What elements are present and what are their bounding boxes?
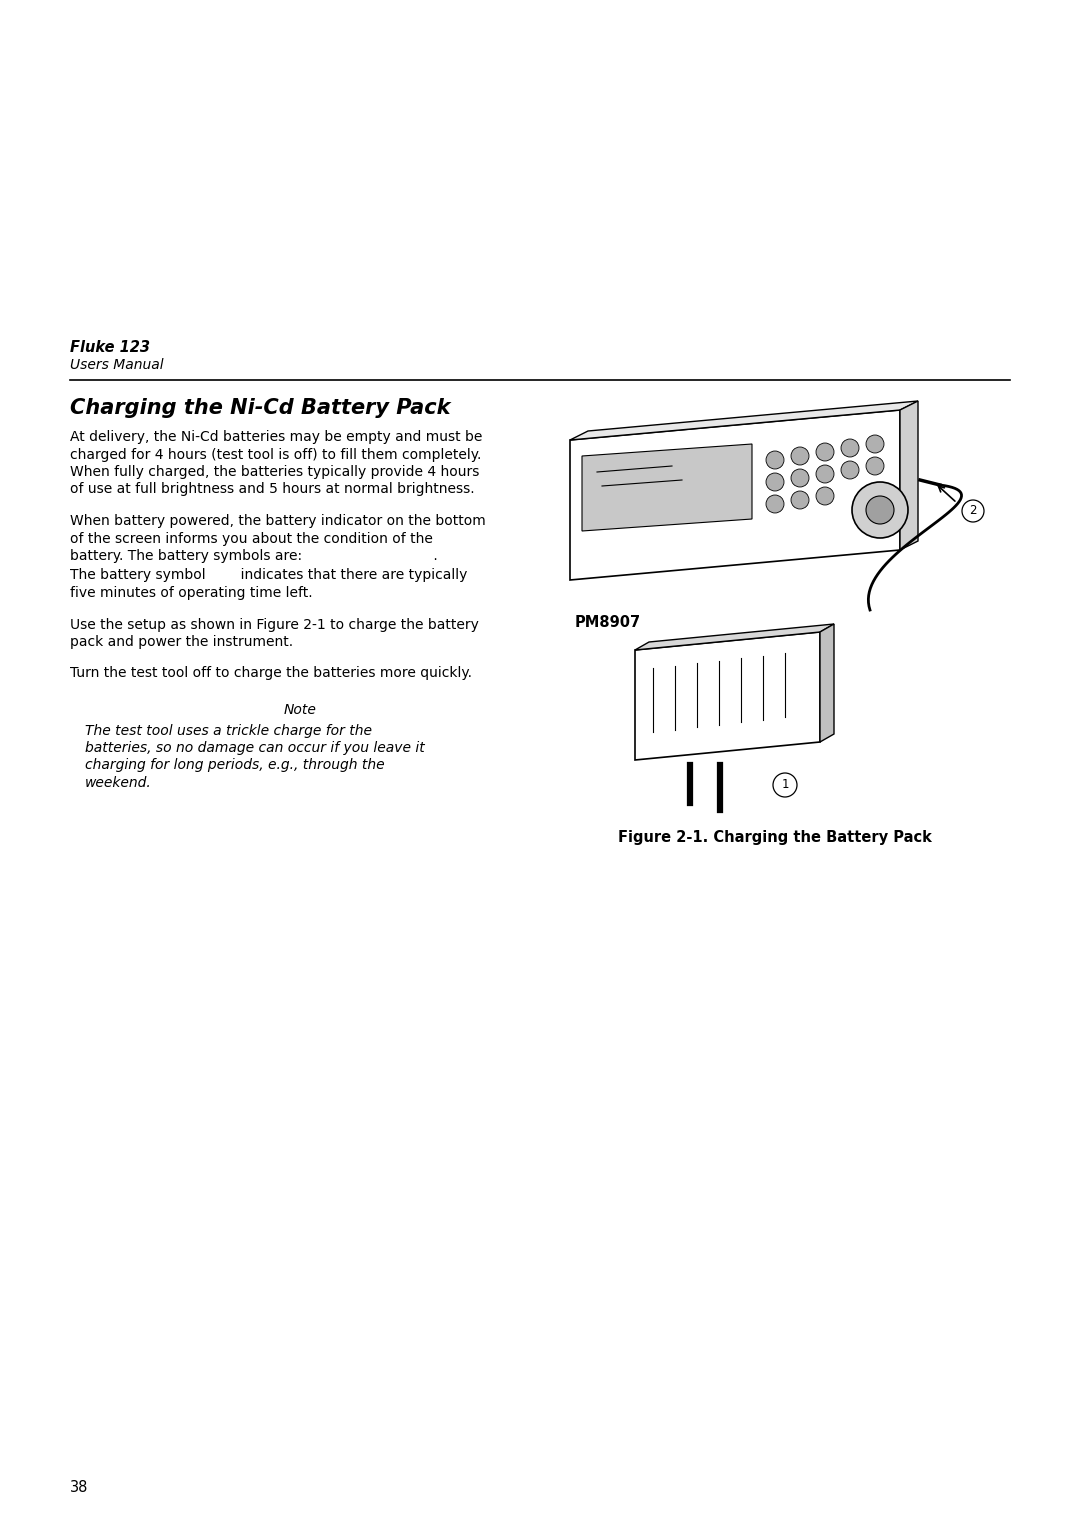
Circle shape [866,497,894,524]
Text: five minutes of operating time left.: five minutes of operating time left. [70,587,312,601]
Text: charging for long periods, e.g., through the: charging for long periods, e.g., through… [85,758,384,773]
Circle shape [773,773,797,798]
Circle shape [841,461,859,478]
Text: Charging the Ni-Cd Battery Pack: Charging the Ni-Cd Battery Pack [70,397,450,419]
Text: 2: 2 [969,504,976,518]
Text: At delivery, the Ni-Cd batteries may be empty and must be: At delivery, the Ni-Cd batteries may be … [70,429,483,445]
Text: PM8907: PM8907 [575,614,642,630]
Text: weekend.: weekend. [85,776,152,790]
Circle shape [766,495,784,513]
Text: Note: Note [284,703,316,717]
Polygon shape [635,633,820,759]
Circle shape [866,457,885,475]
Circle shape [791,490,809,509]
Polygon shape [900,400,918,550]
Text: Use the setup as shown in Figure 2-1 to charge the battery: Use the setup as shown in Figure 2-1 to … [70,617,478,631]
Text: charged for 4 hours (test tool is off) to fill them completely.: charged for 4 hours (test tool is off) t… [70,448,482,461]
Text: Users Manual: Users Manual [70,358,164,371]
Text: Fluke 123: Fluke 123 [70,341,150,354]
Circle shape [852,481,908,538]
Text: Figure 2-1. Charging the Battery Pack: Figure 2-1. Charging the Battery Pack [618,830,932,845]
Polygon shape [582,445,752,532]
Circle shape [866,435,885,452]
Polygon shape [570,400,918,440]
Text: When battery powered, the battery indicator on the bottom: When battery powered, the battery indica… [70,513,486,529]
Circle shape [962,500,984,523]
Text: 1: 1 [781,778,788,792]
Polygon shape [570,410,900,581]
Polygon shape [820,623,834,743]
Circle shape [816,487,834,504]
Text: The test tool uses a trickle charge for the: The test tool uses a trickle charge for … [85,723,372,738]
Text: When fully charged, the batteries typically provide 4 hours: When fully charged, the batteries typica… [70,465,480,478]
Circle shape [816,465,834,483]
Text: batteries, so no damage can occur if you leave it: batteries, so no damage can occur if you… [85,741,424,755]
Text: of use at full brightness and 5 hours at normal brightness.: of use at full brightness and 5 hours at… [70,483,474,497]
Text: 38: 38 [70,1481,89,1494]
Circle shape [841,439,859,457]
Text: Turn the test tool off to charge the batteries more quickly.: Turn the test tool off to charge the bat… [70,666,472,680]
Text: battery. The battery symbols are:                              .: battery. The battery symbols are: . [70,549,437,562]
Circle shape [791,469,809,487]
Text: pack and power the instrument.: pack and power the instrument. [70,636,293,649]
Circle shape [766,474,784,490]
Circle shape [816,443,834,461]
Circle shape [791,448,809,465]
Text: The battery symbol        indicates that there are typically: The battery symbol indicates that there … [70,568,468,582]
Text: of the screen informs you about the condition of the: of the screen informs you about the cond… [70,532,433,545]
Polygon shape [635,623,834,649]
Circle shape [766,451,784,469]
